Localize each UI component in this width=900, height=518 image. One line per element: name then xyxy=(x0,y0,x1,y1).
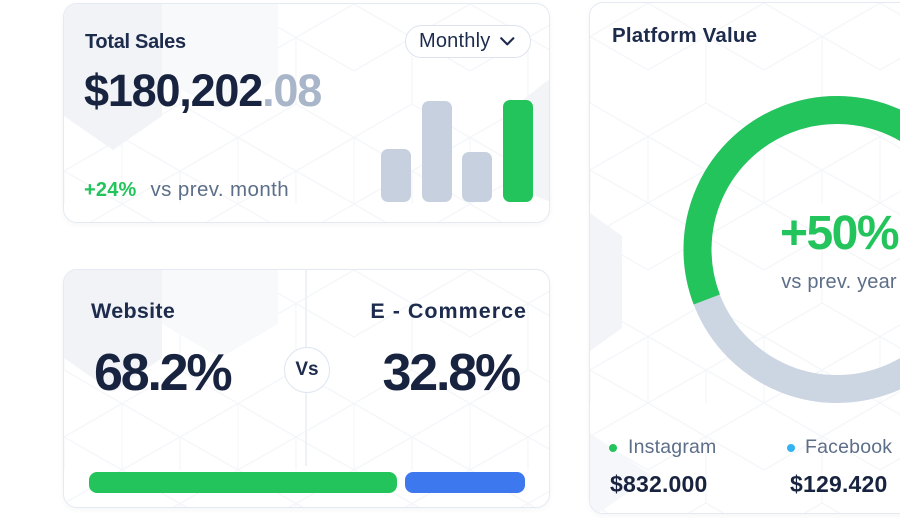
sales-bar-3 xyxy=(462,152,492,202)
website-value: 68.2% xyxy=(94,344,233,402)
facebook-dot xyxy=(787,444,795,452)
vs-label: Vs xyxy=(295,359,319,380)
sales-bar-4 xyxy=(502,100,533,202)
sales-delta-row: +24% vs prev. month xyxy=(84,179,289,203)
amount-fraction: .08 xyxy=(262,65,322,116)
card-title-platform-value: Platform Value xyxy=(612,24,758,47)
ecommerce-value: 32.8% xyxy=(382,344,522,402)
sales-bar-1 xyxy=(381,149,411,202)
period-dropdown-label: Monthly xyxy=(419,30,491,52)
platform-donut-chart xyxy=(683,96,900,403)
amount-main: $180,202 xyxy=(84,65,263,116)
total-sales-amount: $180,202.08 xyxy=(84,65,322,116)
share-segment-website xyxy=(89,472,398,493)
share-segment-e-commerce xyxy=(405,472,525,493)
platform-value-card: Platform Value +50% vs prev. year Instag… xyxy=(589,2,900,514)
sales-bar-2 xyxy=(421,101,452,202)
share-progress-bar xyxy=(89,472,525,493)
donut-caption: vs prev. year xyxy=(781,271,897,293)
sales-delta-badge: +24% xyxy=(84,179,137,201)
vs-badge: Vs xyxy=(284,347,330,393)
comparison-card: Website E - Commerce 68.2% 32.8% Vs xyxy=(63,269,550,508)
website-label: Website xyxy=(91,299,176,323)
instagram-dot xyxy=(609,444,617,452)
chevron-down-icon xyxy=(500,37,515,46)
sales-delta-caption: vs prev. month xyxy=(150,178,290,201)
period-dropdown[interactable]: Monthly xyxy=(405,25,531,58)
total-sales-card: Total Sales Monthly $180,202.08 +24% vs p… xyxy=(63,3,550,223)
facebook-value: $129.420 xyxy=(790,471,888,497)
instagram-value: $832.000 xyxy=(610,471,708,497)
ecommerce-label: E - Commerce xyxy=(370,299,527,323)
facebook-label: Facebook xyxy=(805,436,893,458)
sales-bar-chart xyxy=(381,97,533,202)
instagram-label: Instagram xyxy=(628,436,717,458)
donut-delta: +50% xyxy=(779,207,900,260)
card-title-total-sales: Total Sales xyxy=(85,31,186,53)
